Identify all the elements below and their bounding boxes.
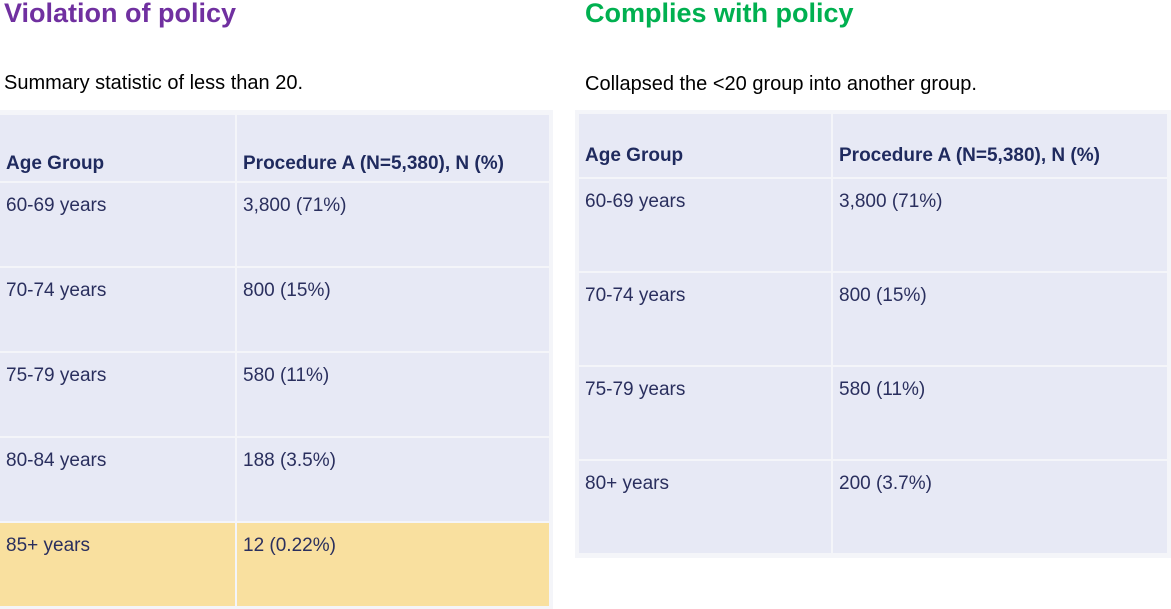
table-row: 80+ years 200 (3.7%) (579, 461, 1167, 553)
age-group-header: Age Group (0, 115, 235, 181)
table-header-row: Age Group Procedure A (N=5,380), N (%) (579, 114, 1167, 177)
complies-heading: Complies with policy (585, 0, 854, 28)
age-group-cell: 85+ years (0, 523, 235, 606)
table-row: 70-74 years 800 (15%) (0, 268, 549, 351)
procedure-cell: 800 (15%) (833, 273, 1167, 365)
highlighted-table-row: 85+ years 12 (0.22%) (0, 523, 549, 606)
complies-subtitle: Collapsed the <20 group into another gro… (585, 73, 977, 95)
age-group-cell: 75-79 years (0, 353, 235, 436)
violation-heading: Violation of policy (4, 0, 237, 28)
table-row: 70-74 years 800 (15%) (579, 273, 1167, 365)
table-row: 75-79 years 580 (11%) (0, 353, 549, 436)
violation-table: Age Group Procedure A (N=5,380), N (%) 6… (0, 113, 551, 608)
age-group-cell: 75-79 years (579, 367, 831, 459)
procedure-cell: 3,800 (71%) (237, 183, 549, 266)
violation-subtitle: Summary statistic of less than 20. (4, 72, 304, 94)
age-group-cell: 60-69 years (0, 183, 235, 266)
complies-table: Age Group Procedure A (N=5,380), N (%) 6… (577, 112, 1169, 555)
table-row: 80-84 years 188 (3.5%) (0, 438, 549, 521)
procedure-cell: 200 (3.7%) (833, 461, 1167, 553)
age-group-cell: 80-84 years (0, 438, 235, 521)
procedure-cell: 3,800 (71%) (833, 179, 1167, 271)
table-row: 60-69 years 3,800 (71%) (579, 179, 1167, 271)
procedure-header: Procedure A (N=5,380), N (%) (833, 114, 1167, 177)
procedure-cell: 800 (15%) (237, 268, 549, 351)
complies-table-frame: Age Group Procedure A (N=5,380), N (%) 6… (575, 110, 1171, 558)
table-row: 75-79 years 580 (11%) (579, 367, 1167, 459)
procedure-cell: 12 (0.22%) (237, 523, 549, 606)
age-group-cell: 60-69 years (579, 179, 831, 271)
age-group-cell: 70-74 years (0, 268, 235, 351)
procedure-cell: 188 (3.5%) (237, 438, 549, 521)
procedure-cell: 580 (11%) (833, 367, 1167, 459)
age-group-cell: 80+ years (579, 461, 831, 553)
table-header-row: Age Group Procedure A (N=5,380), N (%) (0, 115, 549, 181)
violation-table-frame: Age Group Procedure A (N=5,380), N (%) 6… (0, 110, 553, 609)
table-row: 60-69 years 3,800 (71%) (0, 183, 549, 266)
age-group-header: Age Group (579, 114, 831, 177)
age-group-cell: 70-74 years (579, 273, 831, 365)
procedure-header: Procedure A (N=5,380), N (%) (237, 115, 549, 181)
procedure-cell: 580 (11%) (237, 353, 549, 436)
